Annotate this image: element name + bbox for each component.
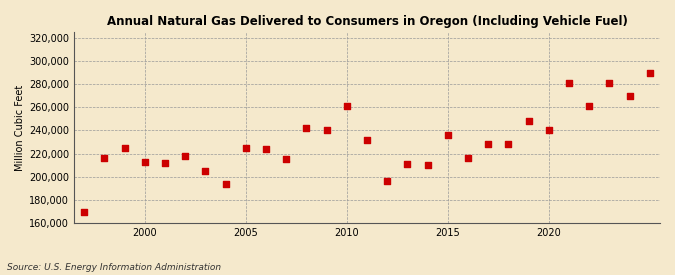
Point bbox=[119, 146, 130, 150]
Point bbox=[523, 119, 534, 123]
Y-axis label: Million Cubic Feet: Million Cubic Feet bbox=[15, 84, 25, 171]
Point bbox=[584, 104, 595, 108]
Point bbox=[423, 163, 433, 167]
Point bbox=[301, 126, 312, 130]
Point bbox=[321, 128, 332, 133]
Point bbox=[180, 154, 190, 158]
Point bbox=[645, 70, 655, 75]
Point bbox=[261, 147, 271, 151]
Point bbox=[160, 161, 171, 165]
Point bbox=[200, 169, 211, 173]
Point bbox=[503, 142, 514, 147]
Point bbox=[624, 94, 635, 98]
Point bbox=[140, 160, 151, 164]
Point bbox=[99, 156, 110, 160]
Point bbox=[564, 81, 574, 85]
Point bbox=[281, 157, 292, 162]
Text: Source: U.S. Energy Information Administration: Source: U.S. Energy Information Administ… bbox=[7, 263, 221, 272]
Point bbox=[665, 53, 675, 57]
Point bbox=[483, 142, 493, 147]
Point bbox=[543, 128, 554, 133]
Point bbox=[462, 156, 473, 160]
Point bbox=[443, 133, 454, 137]
Point bbox=[220, 182, 231, 186]
Point bbox=[362, 138, 373, 142]
Point bbox=[240, 146, 251, 150]
Point bbox=[79, 209, 90, 214]
Point bbox=[382, 179, 393, 184]
Point bbox=[402, 162, 413, 166]
Point bbox=[342, 104, 352, 108]
Point bbox=[604, 81, 615, 85]
Title: Annual Natural Gas Delivered to Consumers in Oregon (Including Vehicle Fuel): Annual Natural Gas Delivered to Consumer… bbox=[107, 15, 628, 28]
